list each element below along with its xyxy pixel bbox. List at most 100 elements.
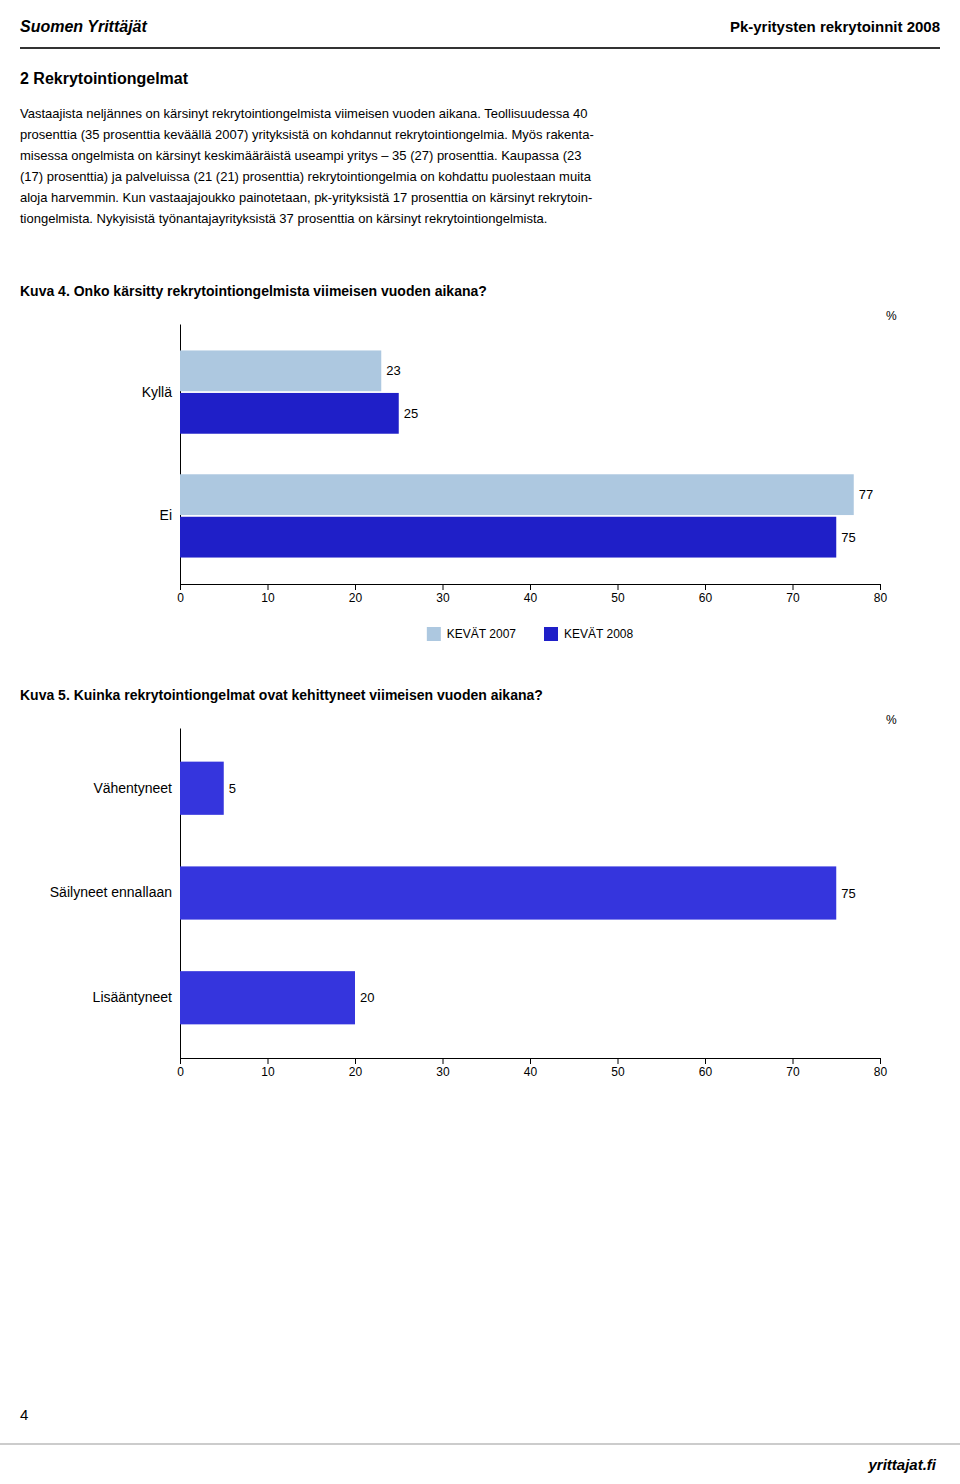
data-label: 75	[841, 530, 855, 545]
legend-label: KEVÄT 2008	[564, 627, 633, 641]
page: Suomen Yrittäjät Pk-yritysten rekrytoinni…	[0, 0, 960, 1484]
x-tick: 10	[261, 1058, 275, 1079]
x-tick-label: 20	[349, 591, 363, 605]
x-axis: 0 10 20 30 40 50 60 70 80	[177, 1058, 887, 1079]
y-tick-label: Säilyneet ennallaan	[50, 884, 172, 900]
data-labels: 57520	[229, 781, 856, 1006]
x-tick-mark	[793, 584, 794, 590]
x-tick: 20	[349, 1058, 363, 1079]
bar	[180, 971, 355, 1024]
body-line: misessa ongelmista on kärsinyt keskimäär…	[20, 148, 581, 163]
x-tick-mark	[530, 1058, 531, 1064]
bar	[180, 393, 399, 434]
y-tick: Lisääntyneet	[93, 989, 180, 1005]
chart-title: Kuva 4. Onko kärsitty rekrytointiongelmi…	[20, 283, 487, 299]
bar	[180, 350, 381, 391]
x-tick-label: 0	[177, 1065, 184, 1079]
x-tick-mark	[443, 1058, 444, 1064]
x-tick: 0	[177, 1058, 184, 1079]
data-label: 75	[841, 886, 855, 901]
x-axis-label: %	[886, 713, 897, 727]
y-tick-label: Kyllä	[142, 384, 173, 400]
footer-rule	[0, 1444, 960, 1445]
body-line: Vastaajista neljännes on kärsinyt rekryt…	[20, 106, 588, 121]
x-tick-label: 10	[261, 591, 275, 605]
x-tick: 10	[261, 584, 275, 605]
bar	[180, 866, 836, 919]
x-tick: 40	[524, 1058, 538, 1079]
header-title: Pk-yritysten rekrytoinnit 2008	[730, 18, 940, 35]
x-tick-mark	[705, 584, 706, 590]
x-tick: 50	[611, 584, 625, 605]
legend-item: KEVÄT 2007	[427, 627, 516, 641]
x-tick-mark	[705, 1058, 706, 1064]
x-tick-label: 0	[177, 591, 184, 605]
x-tick-mark	[880, 1058, 881, 1064]
x-tick: 60	[699, 1058, 713, 1079]
x-tick: 40	[524, 584, 538, 605]
data-label: 25	[404, 406, 418, 421]
y-tick-label: Ei	[160, 507, 172, 523]
x-tick-label: 70	[786, 1065, 800, 1079]
y-axis: Vähentyneet Säilyneet ennallaan Lisääntyne…	[50, 729, 181, 1059]
x-tick: 30	[436, 584, 450, 605]
header-rule	[20, 47, 940, 49]
bar	[180, 762, 224, 815]
x-tick-mark	[443, 584, 444, 590]
x-tick-mark	[793, 1058, 794, 1064]
logo-text: Suomen Yrittäjät	[20, 18, 148, 35]
bar	[180, 474, 854, 515]
x-tick-mark	[268, 584, 269, 590]
x-tick-label: 10	[261, 1065, 275, 1079]
x-tick: 60	[699, 584, 713, 605]
x-tick: 20	[349, 584, 363, 605]
legend-swatch	[544, 627, 558, 641]
x-axis: 0 10 20 30 40 50 60 70 80	[177, 584, 887, 605]
x-tick-label: 80	[874, 591, 888, 605]
x-tick-mark	[618, 584, 619, 590]
x-tick-mark	[180, 584, 181, 590]
legend-item: KEVÄT 2008	[544, 627, 633, 641]
x-tick: 0	[177, 584, 184, 605]
x-tick-mark	[880, 584, 881, 590]
x-tick-label: 50	[611, 1065, 625, 1079]
x-tick: 50	[611, 1058, 625, 1079]
x-tick-label: 80	[874, 1065, 888, 1079]
section-title: 2 Rekrytointiongelmat	[20, 70, 189, 87]
x-tick-label: 70	[786, 591, 800, 605]
x-tick-mark	[268, 1058, 269, 1064]
x-tick-label: 40	[524, 591, 538, 605]
y-tick: Kyllä	[142, 384, 180, 400]
bars	[180, 350, 854, 557]
legend-swatch	[427, 627, 441, 641]
body-line: prosenttia (35 prosenttia keväällä 2007)…	[20, 127, 594, 142]
x-tick: 30	[436, 1058, 450, 1079]
legend: KEVÄT 2007 KEVÄT 2008	[427, 627, 634, 641]
x-tick: 70	[786, 584, 800, 605]
data-label: 23	[386, 363, 400, 378]
body-line: tiongelmista. Nykyisistä työnantajayrity…	[20, 211, 547, 226]
x-tick: 80	[874, 1058, 888, 1079]
x-tick: 80	[874, 584, 888, 605]
y-tick: Vähentyneet	[93, 780, 180, 796]
bar	[180, 517, 836, 558]
y-tick-label: Vähentyneet	[93, 780, 172, 796]
x-tick-label: 30	[436, 591, 450, 605]
x-tick-label: 40	[524, 1065, 538, 1079]
chart: Kuva 4. Onko kärsitty rekrytointiongelmi…	[20, 283, 897, 641]
x-tick-mark	[618, 1058, 619, 1064]
x-tick: 70	[786, 1058, 800, 1079]
x-tick-label: 20	[349, 1065, 363, 1079]
y-tick: Säilyneet ennallaan	[50, 884, 180, 900]
body-line: (17) prosenttia) ja palveluissa (21 (21)…	[20, 169, 592, 184]
x-tick-label: 60	[699, 1065, 713, 1079]
body-line: aloja harvemmin. Kun vastaajajoukko pain…	[20, 190, 592, 205]
x-tick-label: 50	[611, 591, 625, 605]
chart: Kuva 5. Kuinka rekrytointiongelmat ovat …	[20, 687, 897, 1079]
data-labels: 23772575	[386, 363, 873, 544]
x-tick-label: 30	[436, 1065, 450, 1079]
x-tick-mark	[180, 1058, 181, 1064]
chart-title: Kuva 5. Kuinka rekrytointiongelmat ovat …	[20, 687, 543, 703]
data-label: 5	[229, 781, 236, 796]
body-text: Vastaajista neljännes on kärsinyt rekryt…	[20, 106, 594, 226]
